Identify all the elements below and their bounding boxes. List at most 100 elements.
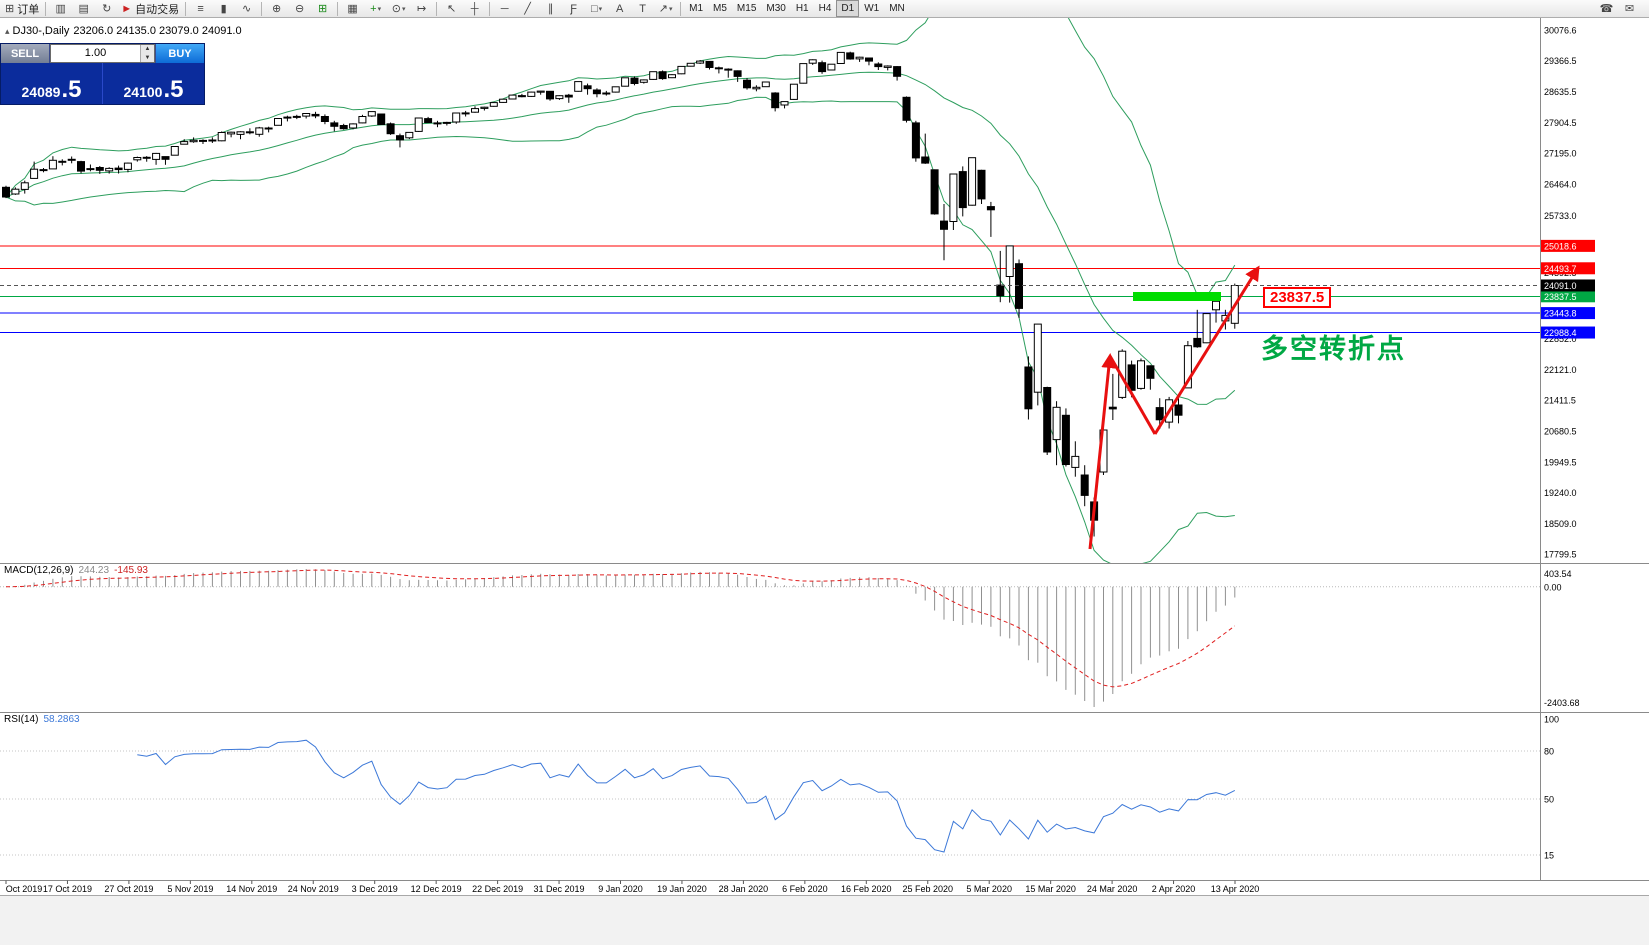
support-icon[interactable]: ☎ xyxy=(1595,0,1618,18)
template-icon[interactable]: ▤ xyxy=(72,0,95,18)
timeframe-M15[interactable]: M15 xyxy=(736,3,757,14)
timeframe-W1[interactable]: W1 xyxy=(864,3,880,14)
expand-panel-icon[interactable]: ▴ xyxy=(5,26,10,36)
svg-text:19949.5: 19949.5 xyxy=(1544,458,1577,468)
terminal-strip xyxy=(0,895,1649,945)
candle-chart-type-icon[interactable]: ▮ xyxy=(212,0,235,18)
rsi-level-label: 100 xyxy=(1544,715,1559,725)
autotrading-button[interactable]: ► 自动交易 xyxy=(118,0,182,18)
timeframe-H1[interactable]: H1 xyxy=(795,3,809,14)
svg-text:25733.0: 25733.0 xyxy=(1544,211,1577,221)
date-label: 15 Mar 2020 xyxy=(1025,884,1076,894)
macd-min-label: -2403.68 xyxy=(1544,698,1580,708)
refresh-icon[interactable]: ↻ xyxy=(95,0,118,18)
template-icon-glyph: ▤ xyxy=(78,2,89,15)
one-click-trading-panel: SELL 1.00 ▲ ▼ BUY 24089 .5 24100 .5 xyxy=(0,43,205,105)
toolbar-separator xyxy=(680,1,682,16)
date-label: 5 Nov 2019 xyxy=(167,884,213,894)
volume-stepper[interactable]: ▲ ▼ xyxy=(140,45,154,62)
timeframe-D1[interactable]: D1 xyxy=(836,0,860,17)
toolbar-separator xyxy=(261,1,263,16)
svg-text:23443.8: 23443.8 xyxy=(1544,309,1577,319)
grid-icon[interactable]: ⊞ xyxy=(311,0,334,18)
rsi-level-label: 15 xyxy=(1544,851,1554,861)
text-tool-icon[interactable]: A xyxy=(608,0,631,18)
date-label: 22 Dec 2019 xyxy=(472,884,523,894)
message-icon[interactable]: ✉ xyxy=(1618,0,1641,18)
support-icon-glyph: ☎ xyxy=(1599,2,1614,15)
ohlc-values: 23206.0 24135.0 23079.0 24091.0 xyxy=(73,25,242,37)
channel-tool-icon[interactable]: ∥ xyxy=(539,0,562,18)
indicators-icon[interactable]: + ▾ xyxy=(364,0,387,18)
toolbar-right-group: ☎ ✉ xyxy=(1595,0,1647,18)
chart-window-icon[interactable]: ▥ xyxy=(49,0,72,18)
date-label: Oct 2019 xyxy=(6,884,43,894)
cursor-icon[interactable]: ↖ xyxy=(440,0,463,18)
price-divider xyxy=(102,63,103,104)
date-label: 24 Nov 2019 xyxy=(288,884,339,894)
buy-price-main: 24100 xyxy=(123,84,163,100)
svg-text:24091.0: 24091.0 xyxy=(1544,281,1577,291)
arrows-tool-icon[interactable]: ↗ ▾ xyxy=(654,0,677,18)
candle-chart-type-icon-glyph: ▮ xyxy=(220,2,227,15)
timeframe-M5[interactable]: M5 xyxy=(713,3,727,14)
zoom-out-icon[interactable]: ⊖ xyxy=(288,0,311,18)
date-axis[interactable]: Oct 2019 17 Oct 2019 27 Oct 2019 5 Nov 2019… xyxy=(5,880,1260,895)
rsi-level-label: 50 xyxy=(1544,795,1554,805)
buy-price-frac: .5 xyxy=(163,76,184,103)
svg-text:22121.0: 22121.0 xyxy=(1544,365,1577,375)
turning-point-note[interactable]: 多空转折点 xyxy=(1261,334,1406,364)
volume-input[interactable]: 1.00 ▲ ▼ xyxy=(50,44,155,63)
tile-windows-icon[interactable]: ▦ xyxy=(341,0,364,18)
hline-tool-icon[interactable]: ─ xyxy=(493,0,516,18)
buy-price[interactable]: 24100 .5 xyxy=(103,63,204,104)
chart-canvas[interactable]: 30076.6 29366.5 28635.5 27904.5 27195.0 26464… xyxy=(0,18,1649,895)
line-chart-type-icon[interactable]: ∿ xyxy=(235,0,258,18)
price-zone-label[interactable]: 23837.5 xyxy=(1263,287,1332,308)
zoom-in-icon[interactable]: ⊕ xyxy=(265,0,288,18)
refresh-icon-glyph: ↻ xyxy=(102,2,112,15)
timeframe-MN[interactable]: MN xyxy=(889,3,905,14)
chart-shift-icon[interactable]: ↦ xyxy=(410,0,433,18)
shapes-tool-icon[interactable]: □ ▾ xyxy=(585,0,608,18)
date-label: 25 Feb 2020 xyxy=(902,884,953,894)
buy-button[interactable]: BUY xyxy=(155,44,204,63)
label-tool-icon[interactable]: T xyxy=(631,0,654,18)
macd-signal-value: -145.93 xyxy=(114,565,148,576)
text-tool-icon-glyph: A xyxy=(615,2,624,15)
support-zone[interactable] xyxy=(1133,292,1221,301)
chart-window-icon-glyph: ▥ xyxy=(55,2,66,15)
sell-button[interactable]: SELL xyxy=(1,44,50,63)
rsi-indicator-header: RSI(14) 58.2863 xyxy=(4,714,80,725)
sell-price[interactable]: 24089 .5 xyxy=(1,63,102,104)
timeframe-H4[interactable]: H4 xyxy=(818,3,832,14)
svg-text:22852.0: 22852.0 xyxy=(1544,334,1577,344)
crosshair-icon[interactable]: ┼ xyxy=(463,0,486,18)
macd-zero-label: 0.00 xyxy=(1544,582,1562,592)
timeframe-group: M1 M5 M15 M30 H1 H4 D1 W1 MN xyxy=(684,0,910,18)
new-order-button[interactable]: ⊞ 订单 xyxy=(2,0,42,18)
trend-arrows[interactable] xyxy=(1088,265,1260,550)
dropdown-caret-icon: ▾ xyxy=(377,5,382,13)
period-icon[interactable]: ⊙ ▾ xyxy=(387,0,410,18)
dropdown-caret-icon: ▾ xyxy=(598,5,603,13)
volume-up-icon[interactable]: ▲ xyxy=(141,45,154,54)
toolbar-separator xyxy=(436,1,438,16)
bar-chart-type-icon[interactable]: ≡ xyxy=(189,0,212,18)
cursor-icon-glyph: ↖ xyxy=(447,2,457,15)
new-order-button-glyph: ⊞ xyxy=(5,2,15,15)
svg-text:19240.0: 19240.0 xyxy=(1544,488,1577,498)
tile-windows-icon-glyph: ▦ xyxy=(347,2,358,15)
fibonacci-tool-icon-glyph: Ƒ xyxy=(570,2,577,15)
indicators-icon-glyph: + xyxy=(370,2,377,15)
volume-down-icon[interactable]: ▼ xyxy=(141,53,154,62)
timeframe-M1[interactable]: M1 xyxy=(689,3,704,14)
bar-chart-type-icon-glyph: ≡ xyxy=(197,2,204,15)
timeframe-M30[interactable]: M30 xyxy=(766,3,786,14)
macd-plot xyxy=(0,569,1540,707)
horizontal-lines[interactable] xyxy=(0,245,1540,334)
channel-tool-icon-glyph: ∥ xyxy=(547,2,554,15)
svg-text:30076.6: 30076.6 xyxy=(1544,26,1577,36)
fibonacci-tool-icon[interactable]: Ƒ xyxy=(562,0,585,18)
trendline-tool-icon[interactable]: ╱ xyxy=(516,0,539,18)
